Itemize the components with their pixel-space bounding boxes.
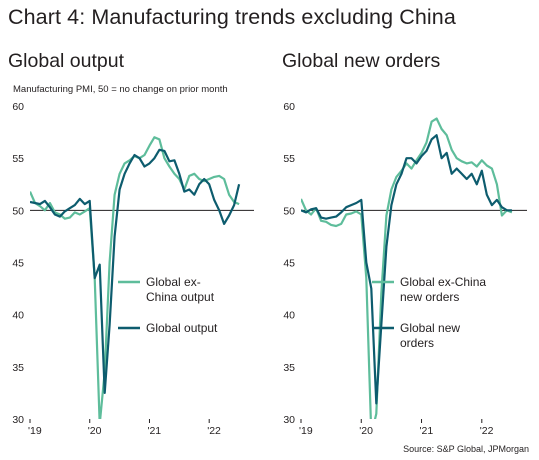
x-tick-label: '22 [207,425,221,437]
x-tick-label: '21 [147,425,161,437]
y-tick-label: 55 [12,153,24,165]
legend-label: Global new orders [400,321,460,350]
source-note: Source: S&P Global, JPMorgan [403,444,529,454]
chart-panel-global-new-orders: 30 35 40 45 50 55 60 '19 '20 '21 '22 Global ex-Chin… [283,101,527,437]
y-tick-label: 60 [12,101,24,113]
y-tick-label: 40 [12,310,24,322]
series-line-global-new-orders [301,134,512,405]
y-tick-label: 50 [12,205,24,217]
legend-label: Global ex-China output [146,275,215,304]
y-tick-label: 40 [283,310,295,322]
x-tick-label: '19 [299,425,313,437]
main-title: Chart 4: Manufacturing trends excluding … [8,5,456,29]
series-line-global-output [30,148,241,394]
y-tick-label: 45 [283,258,295,270]
x-tick-label: '19 [28,425,42,437]
series-line-global-ex-china-output [30,136,240,419]
panel-title-global-new-orders: Global new orders [282,50,441,72]
series-line-global-ex-china-new-orders [301,117,513,419]
y-tick-label: 35 [12,362,24,374]
legend-label: Global ex-China new orders [400,275,486,304]
x-tick-label: '22 [480,425,494,437]
x-tick-label: '20 [359,425,373,437]
y-tick-label: 55 [283,153,295,165]
y-tick-label: 30 [283,414,295,426]
y-tick-label: 30 [12,414,24,426]
y-tick-label: 60 [283,101,295,113]
y-tick-label: 50 [283,205,295,217]
chart-subtitle: Manufacturing PMI, 50 = no change on pri… [13,84,228,95]
y-tick-label: 35 [283,362,295,374]
chart-panel-global-output: 30 35 40 45 50 55 60 '19 '20 '21 '22 Global ex-Chin… [12,101,254,437]
y-tick-label: 45 [12,258,24,270]
x-tick-label: '21 [420,425,434,437]
x-tick-label: '20 [88,425,102,437]
panel-title-global-output: Global output [8,50,125,72]
legend-label: Global output [146,321,218,335]
